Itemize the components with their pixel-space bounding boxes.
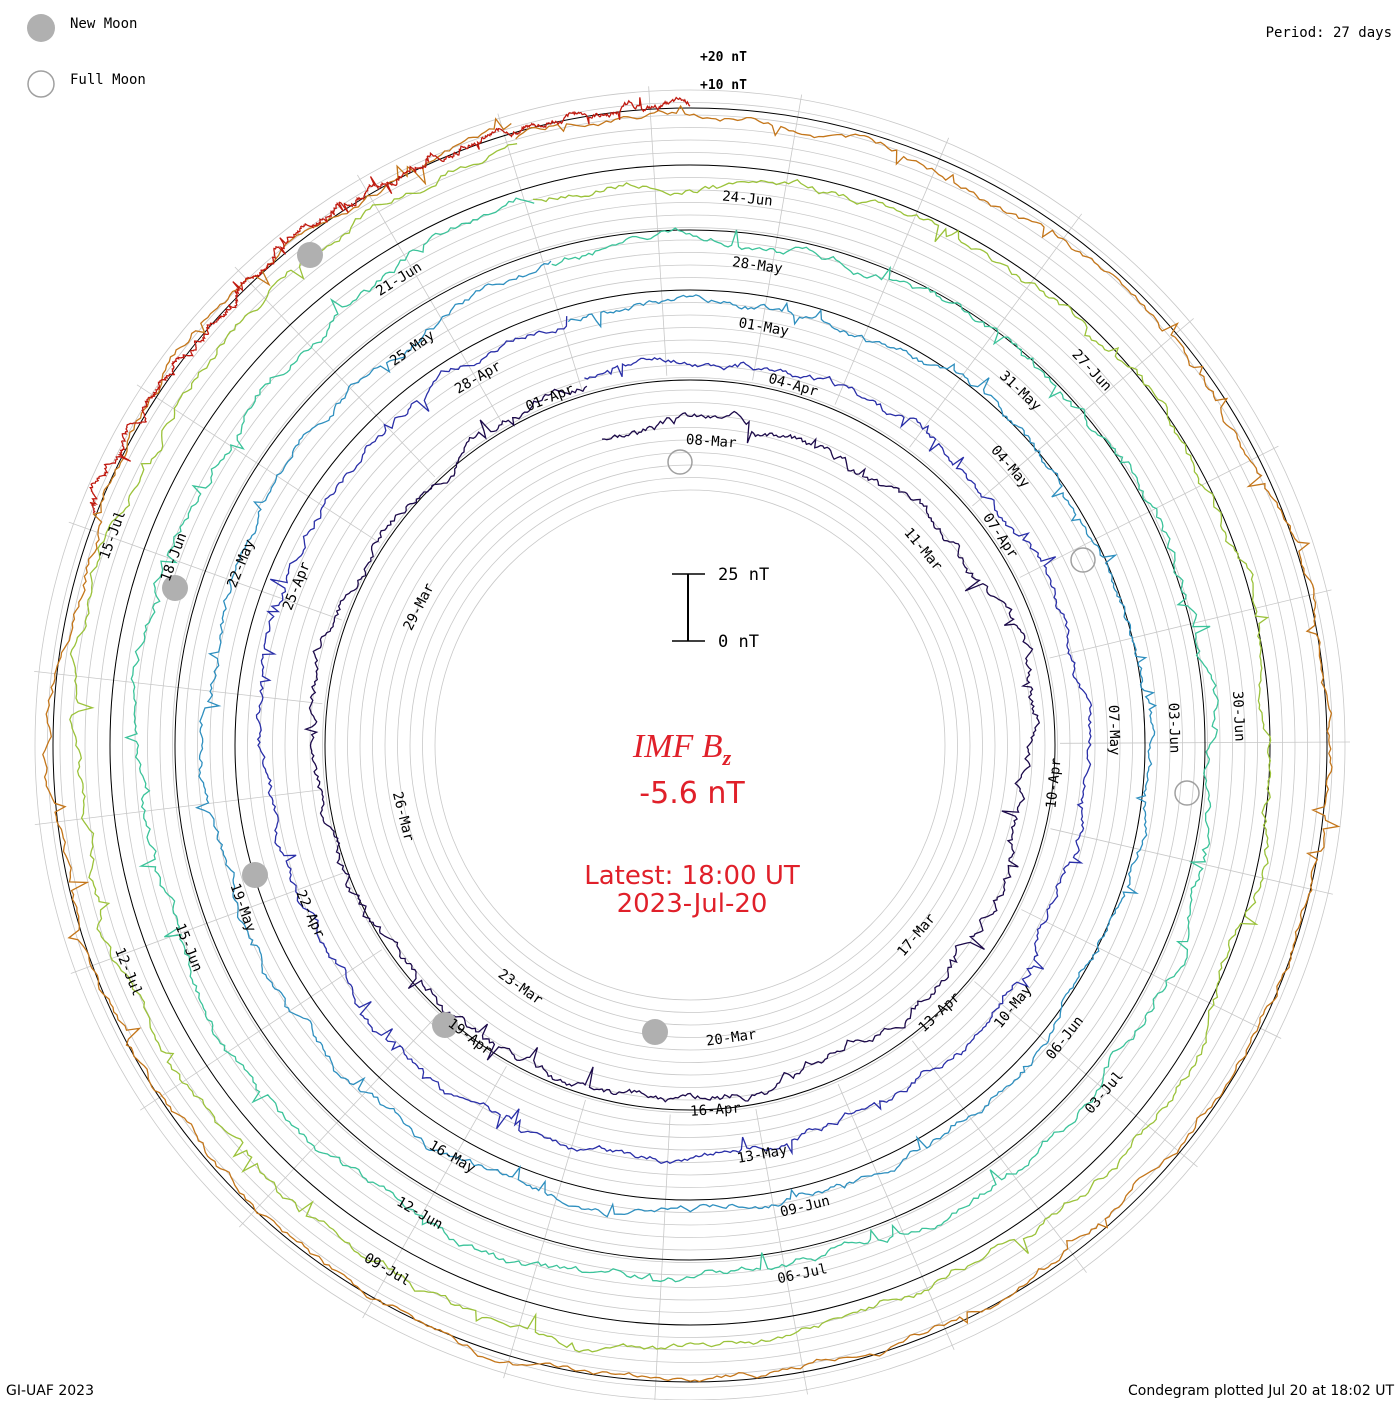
date-label-3: 20-Mar xyxy=(705,1027,757,1050)
grid-ring-4 xyxy=(384,439,996,1051)
date-label-12: 16-Apr xyxy=(690,1100,742,1119)
grid-ring-29 xyxy=(72,127,1308,1363)
grid-ring-28 xyxy=(84,139,1296,1351)
date-label-10: 10-Apr xyxy=(1043,757,1064,809)
current-value: -5.6 nT xyxy=(639,776,745,811)
date-label-26: 28-May xyxy=(731,254,783,277)
grid-ring-0 xyxy=(434,489,946,1001)
grid-ring-12 xyxy=(284,339,1096,1151)
new-moon-icon xyxy=(27,14,55,42)
date-label-30: 09-Jun xyxy=(779,1193,832,1221)
bz-trace-2 xyxy=(194,260,1158,1218)
grid-ring-6 xyxy=(359,414,1021,1076)
grid-ring-2 xyxy=(409,464,971,1026)
date-label-5: 26-Mar xyxy=(389,790,417,843)
grid-ring-5 xyxy=(372,427,1008,1063)
date-label-23: 19-May xyxy=(226,881,258,934)
scale-top-label: 25 nT xyxy=(718,565,769,585)
latest-time: Latest: 18:00 UT xyxy=(584,861,800,891)
credit: GI-UAF 2023 xyxy=(6,1383,94,1399)
date-label-2: 17-Mar xyxy=(894,911,939,960)
date-label-13: 19-Apr xyxy=(445,1016,495,1059)
new-moon-marker-2 xyxy=(242,862,268,888)
grid-ring-11 xyxy=(297,352,1083,1138)
grid-ring-1 xyxy=(422,477,958,1013)
bz-trace-6 xyxy=(89,96,691,514)
ring-scale-plus20: +20 nT xyxy=(700,50,747,65)
grid-ring-17 xyxy=(222,277,1158,1213)
ring-scale-plus10: +10 nT xyxy=(700,78,747,93)
chart-title: IMF Bz xyxy=(632,728,732,770)
grid-ring-27 xyxy=(97,152,1283,1338)
legend-new-moon: New Moon xyxy=(70,16,137,32)
date-label-40: 09-Jul xyxy=(361,1250,413,1289)
grid-ring-15 xyxy=(247,302,1133,1188)
date-label-41: 12-Jul xyxy=(111,946,145,999)
bz-trace-0 xyxy=(303,385,1041,1103)
period-label: Period: 27 days xyxy=(1266,25,1392,41)
date-label-17: 01-May xyxy=(737,315,790,340)
date-label-37: 30-Jun xyxy=(1229,691,1248,742)
new-moon-marker-1 xyxy=(162,575,188,601)
grid-ring-9 xyxy=(322,377,1058,1113)
bz-trace-5 xyxy=(42,104,1341,1383)
date-label-8: 04-Apr xyxy=(767,371,820,400)
grid-ring-7 xyxy=(347,402,1033,1088)
grid-ring-23 xyxy=(147,202,1233,1288)
new-moon-marker-3 xyxy=(432,1012,458,1038)
date-label-15: 25-Apr xyxy=(280,560,314,613)
date-label-19: 07-May xyxy=(1105,705,1123,756)
date-label-4: 23-Mar xyxy=(495,966,546,1008)
date-label-18: 04-May xyxy=(987,443,1032,492)
date-label-31: 12-Jun xyxy=(394,1194,446,1233)
full-moon-marker-2 xyxy=(1174,780,1200,806)
bz-trace-3 xyxy=(124,197,1219,1283)
title-subscript: z xyxy=(722,745,732,770)
date-label-0: 08-Mar xyxy=(685,432,737,451)
new-moon-marker-0 xyxy=(297,242,323,268)
zero-baseline-2 xyxy=(174,229,1206,1261)
zero-baseline-4 xyxy=(52,107,1328,1383)
legend-full-moon: Full Moon xyxy=(70,72,146,88)
grid-ring-19 xyxy=(197,252,1183,1238)
grid-ring-3 xyxy=(397,452,983,1038)
date-label-27: 31-May xyxy=(996,368,1044,414)
date-label-24: 22-May xyxy=(224,537,258,590)
full-moon-icon xyxy=(27,70,55,98)
zero-baseline-1 xyxy=(234,289,1146,1201)
grid-ring-25 xyxy=(122,177,1258,1313)
grid-ring-20 xyxy=(184,239,1196,1251)
zero-baselines xyxy=(52,107,1328,1383)
full-moon-marker-1 xyxy=(1070,547,1096,573)
date-label-33: 18-Jun xyxy=(158,531,190,584)
bz-traces xyxy=(42,96,1341,1383)
date-label-42: 15-Jul xyxy=(97,509,129,562)
bz-trace-4 xyxy=(69,143,1272,1353)
scale-bottom-label: 0 nT xyxy=(718,632,759,652)
date-label-28: 03-Jun xyxy=(1165,703,1183,754)
plotted-timestamp: Condegram plotted Jul 20 at 18:02 UT xyxy=(1128,1383,1394,1399)
title-main: IMF B xyxy=(632,728,723,765)
moon-markers xyxy=(162,242,1200,1045)
grid-ring-13 xyxy=(272,327,1108,1163)
grid-ring-22 xyxy=(159,214,1221,1276)
grid-ring-21 xyxy=(172,227,1208,1263)
date-label-36: 27-Jun xyxy=(1068,347,1114,395)
zero-baseline-0 xyxy=(324,379,1056,1111)
latest-date: 2023-Jul-20 xyxy=(617,889,768,919)
zero-baseline-3 xyxy=(109,164,1271,1326)
bz-trace-1 xyxy=(255,316,1093,1165)
date-label-25: 25-May xyxy=(387,327,438,369)
full-moon-marker-0 xyxy=(667,449,693,475)
date-label-35: 24-Jun xyxy=(721,188,773,209)
new-moon-marker-4 xyxy=(642,1019,668,1045)
date-label-29: 06-Jun xyxy=(1043,1013,1087,1063)
grid-ring-14 xyxy=(259,314,1121,1176)
day-spoke-13 xyxy=(654,1114,671,1405)
grid-ring-8 xyxy=(334,389,1046,1101)
grid-ring-18 xyxy=(209,264,1171,1226)
